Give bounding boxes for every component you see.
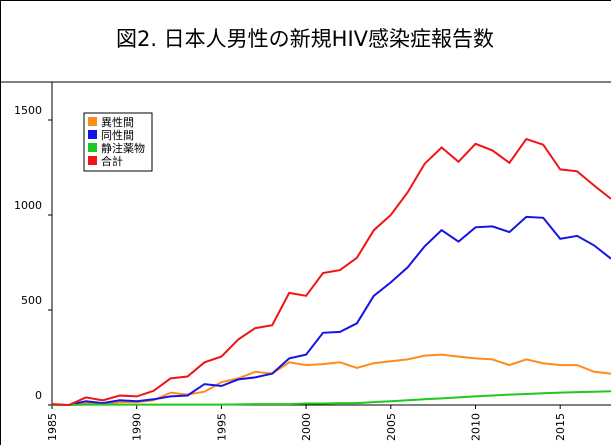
legend-label: 同性間: [101, 128, 134, 142]
x-tick-label: 1995: [215, 413, 228, 441]
legend-swatch: [88, 117, 97, 126]
y-tick-label: 0: [35, 389, 42, 402]
legend-label: 静注薬物: [101, 141, 145, 155]
y-tick-label: 1000: [14, 199, 42, 212]
x-tick-label: 2005: [385, 413, 398, 441]
legend-swatch: [88, 156, 97, 165]
chart-title: 図2. 日本人男性の新規HIV感染症報告数: [116, 27, 494, 51]
legend-swatch: [88, 130, 97, 139]
y-tick-label: 1500: [14, 104, 42, 117]
x-tick-label: 2010: [469, 413, 482, 441]
line: [52, 353, 611, 406]
line: [52, 215, 611, 406]
line: [51, 137, 611, 407]
x-tick-label: 2015: [554, 413, 567, 441]
line: [52, 390, 611, 406]
x-tick-label: 2000: [300, 413, 313, 441]
legend-label: 合計: [101, 154, 123, 168]
y-tick-label: 500: [21, 294, 42, 307]
x-tick-label: 1990: [131, 413, 144, 441]
x-tick-label: 1985: [46, 413, 59, 441]
legend-swatch: [88, 143, 97, 152]
legend-label: 異性間: [101, 115, 134, 129]
